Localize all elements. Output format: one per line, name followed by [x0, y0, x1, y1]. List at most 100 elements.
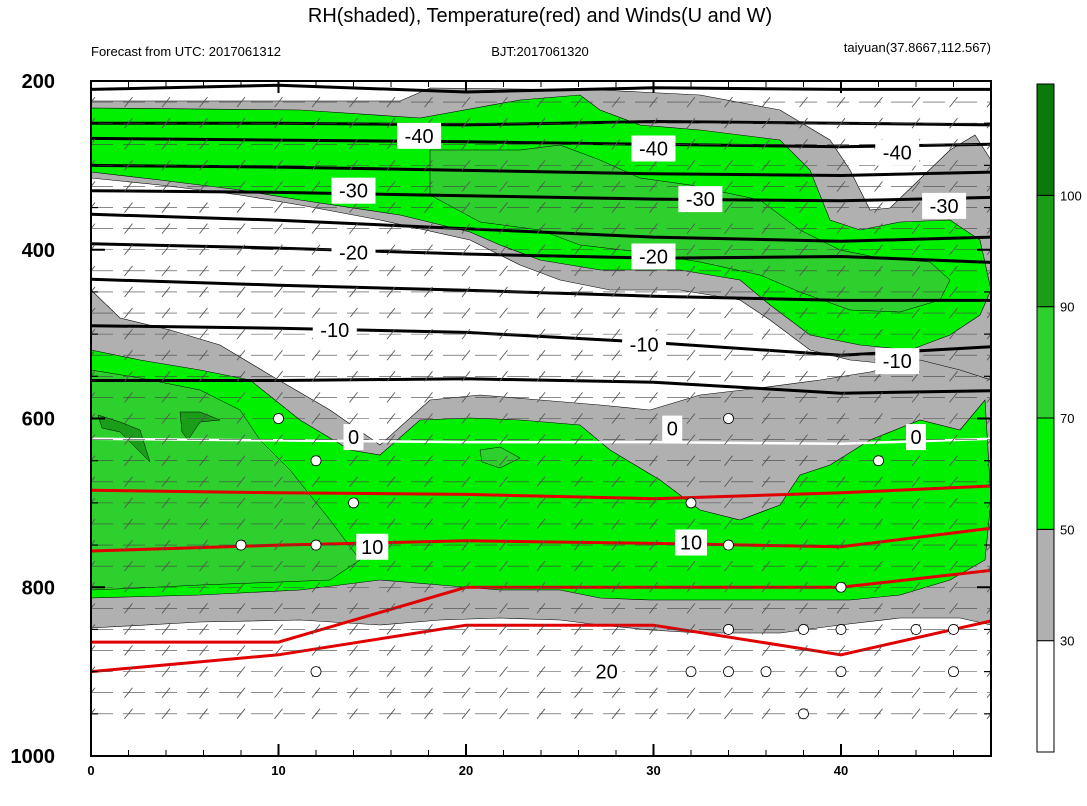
contour-label-bg [678, 186, 723, 213]
forecast-time-label: Forecast from UTC: 2017061312 [91, 44, 281, 59]
wind-barb [499, 455, 508, 466]
wind-barb [724, 160, 733, 171]
wind-barb [686, 223, 696, 234]
wind-barb [274, 307, 283, 319]
wind-barb [274, 392, 283, 403]
wind-barb [274, 96, 283, 108]
wind-barb [91, 328, 96, 335]
wind-barb [986, 523, 991, 530]
wind-barb [91, 244, 96, 251]
wind-barb [686, 244, 696, 256]
wind-barb [949, 349, 958, 361]
contour-label: -20 [639, 247, 668, 269]
wind-barb [686, 139, 696, 150]
rh-colorbar: 30 50 70 90 100 [1036, 83, 1082, 753]
wind-barb [274, 139, 283, 150]
wind-barb [461, 476, 471, 488]
wind-barb [499, 117, 508, 129]
wind-barb [949, 181, 958, 192]
wind-barb [911, 328, 921, 340]
wind-barb [686, 265, 696, 277]
wind-barb [91, 603, 96, 610]
wind-barb [986, 607, 991, 614]
wind-barb [724, 434, 733, 445]
wind-barb [91, 286, 96, 293]
wind-barb [949, 687, 958, 698]
wind-barb [461, 645, 471, 656]
wind-barb [499, 708, 508, 720]
wind-barb [499, 328, 508, 340]
wind-barb [461, 666, 471, 677]
wind-barb [499, 349, 508, 361]
wind-barb [461, 244, 471, 256]
calm-wind-marker [948, 624, 959, 635]
wind-barb [724, 497, 733, 509]
wind-barb [724, 349, 733, 361]
wind-barb [461, 117, 471, 129]
contour-label: -10 [630, 334, 659, 356]
wind-barb [911, 603, 921, 614]
wind-barb [686, 328, 696, 340]
calm-wind-marker [948, 666, 959, 678]
wind-barb [949, 244, 958, 256]
wind-barb [724, 96, 733, 108]
colorbar-swatch [1036, 194, 1055, 308]
temperature-line [91, 526, 991, 553]
contour-label-bg [331, 177, 376, 204]
wind-barb [911, 645, 921, 656]
wind-barb [274, 434, 283, 445]
contour-label: -40 [405, 126, 434, 148]
wind-barb [274, 349, 283, 361]
y-tick-label: 1000 [11, 746, 56, 768]
wind-barb [686, 518, 696, 530]
contour-label: 0 [667, 419, 678, 441]
temperature-line [91, 163, 991, 178]
wind-barb [986, 291, 991, 298]
x-tick-label: 30 [646, 763, 660, 778]
wind-barb [949, 497, 958, 509]
wind-barb [986, 206, 991, 213]
temperature-line [91, 377, 991, 395]
colorbar-tick-label: 50 [1060, 522, 1074, 537]
wind-barb [274, 560, 283, 572]
contour-label: -40 [883, 143, 912, 165]
wind-barb [499, 181, 508, 192]
contour-label: -30 [686, 189, 715, 211]
wind-barb [986, 713, 991, 720]
wind-barb [724, 560, 733, 572]
wind-barb [91, 624, 96, 631]
wind-barb [499, 476, 508, 488]
calm-wind-marker [310, 539, 322, 551]
wind-barb [724, 603, 733, 614]
wind-barb [91, 434, 96, 441]
wind-barb [274, 666, 283, 677]
wind-barb [911, 307, 921, 319]
wind-barb [91, 518, 96, 525]
calm-wind-marker [835, 666, 847, 678]
wind-barb [686, 624, 696, 635]
wind-barb [986, 628, 991, 635]
wind-barb [986, 185, 991, 192]
contour-label-bg [662, 415, 683, 442]
wind-barb [91, 160, 96, 167]
wind-barb [986, 502, 991, 509]
wind-barb [91, 181, 96, 188]
wind-barb [274, 371, 283, 382]
wind-barb [461, 349, 471, 361]
wind-barb [949, 539, 958, 551]
wind-barb [499, 434, 508, 445]
wind-barb [461, 202, 471, 213]
wind-barb [91, 96, 96, 103]
wind-barb [686, 434, 696, 445]
wind-barb [91, 666, 96, 673]
wind-barb [686, 413, 696, 424]
wind-barb [911, 560, 921, 572]
wind-barb [686, 560, 696, 572]
wind-barb [911, 117, 921, 129]
x-tick-label: 20 [459, 763, 473, 778]
wind-barb [461, 286, 471, 298]
x-axis: 0 10 20 30 40 [87, 81, 992, 778]
wind-barb [499, 687, 508, 698]
calm-wind-marker [723, 413, 734, 424]
wind-barb [499, 518, 508, 530]
